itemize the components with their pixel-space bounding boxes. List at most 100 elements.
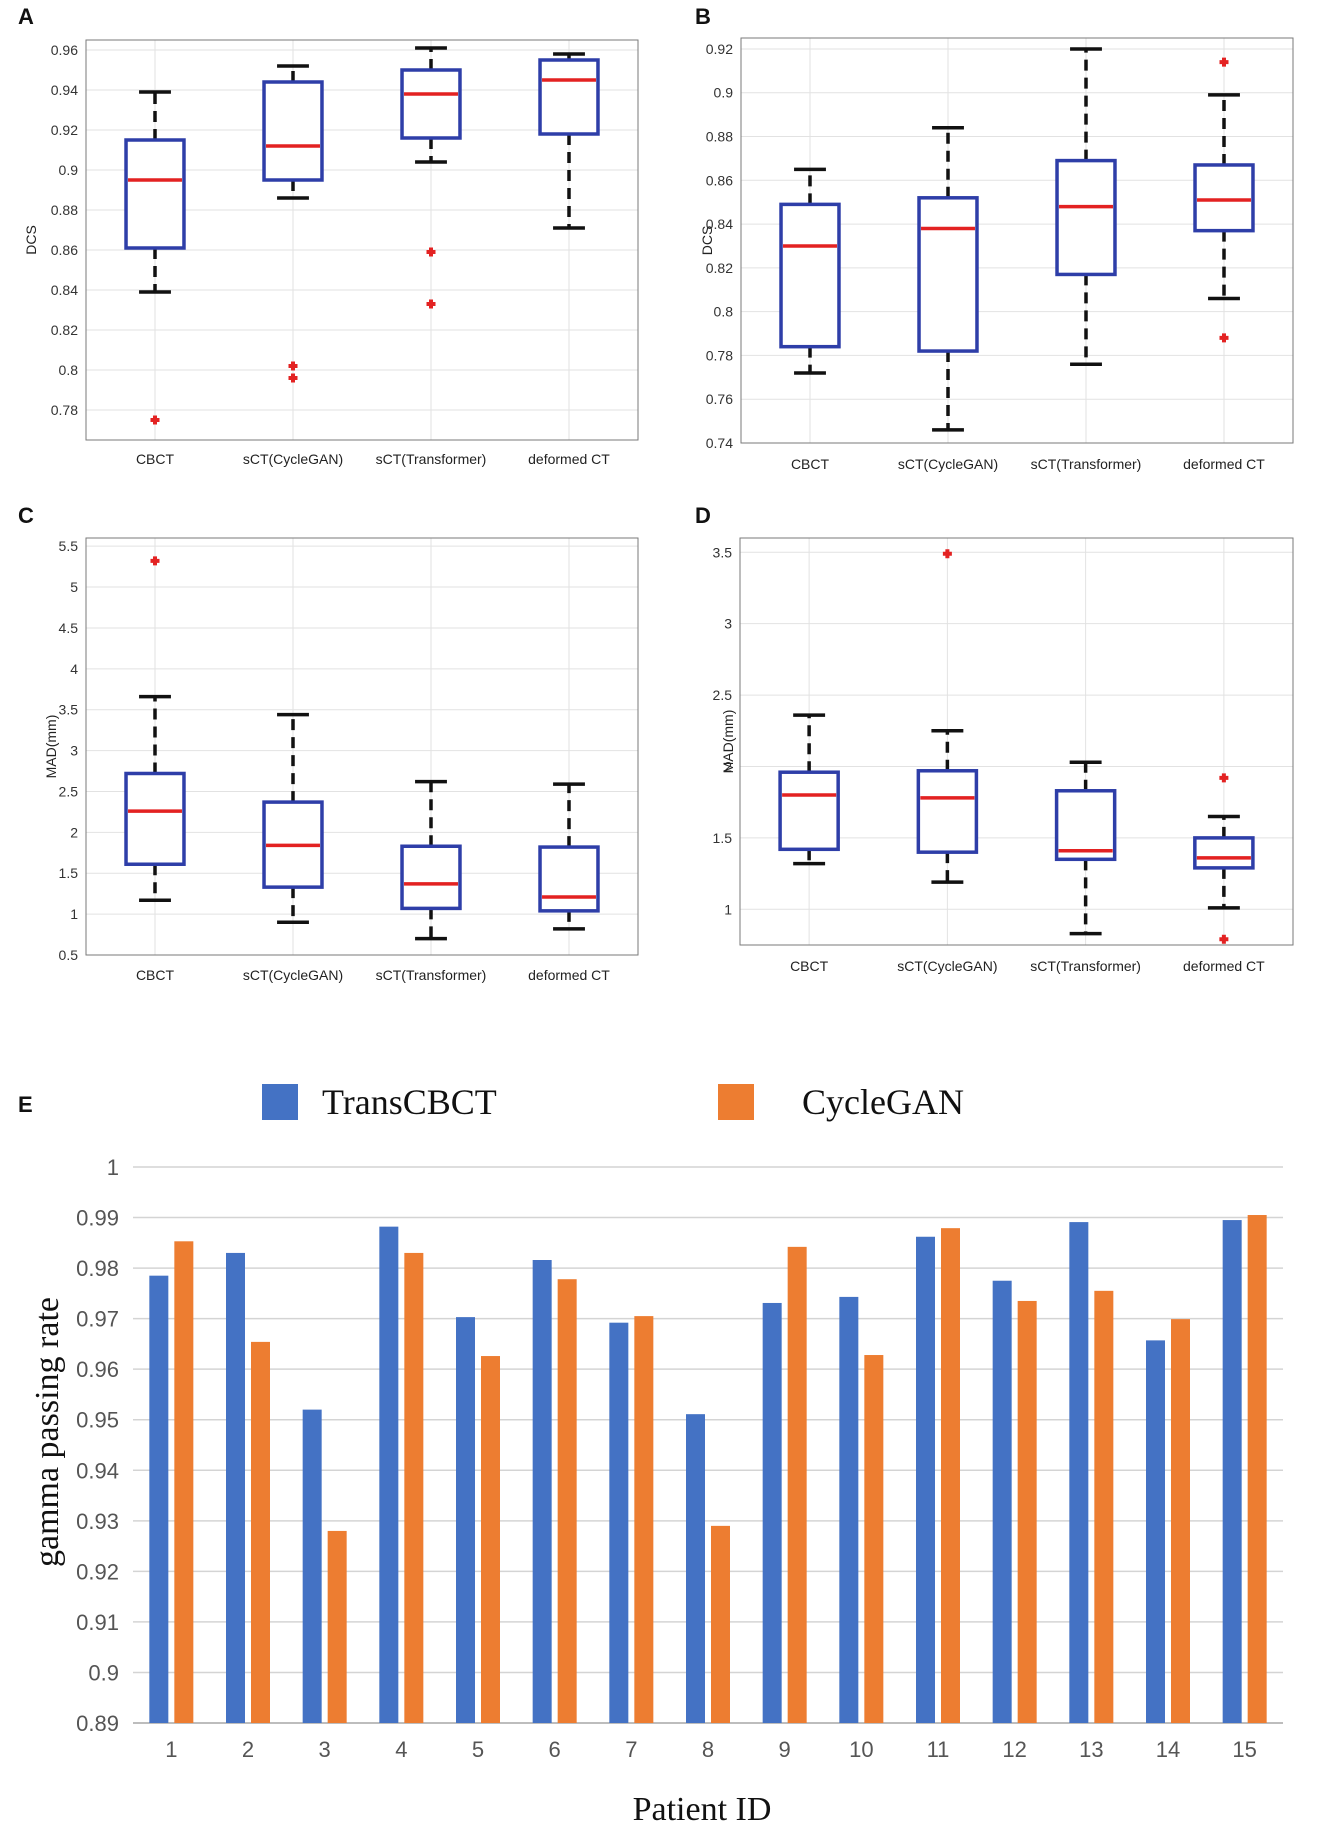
x-category-label: sCT(CycleGAN) (243, 967, 343, 983)
bar-cyclegan (634, 1316, 654, 1723)
y-tick-label: 0.84 (51, 282, 78, 298)
x-tick-label: 4 (395, 1737, 407, 1762)
x-tick-label: 12 (1002, 1737, 1026, 1762)
box-iqr (778, 770, 840, 852)
y-tick-label: 3.5 (59, 702, 79, 718)
y-tick-label: 0.86 (51, 242, 78, 258)
panel-label-c: C (18, 503, 34, 528)
bar-transcbct (1069, 1222, 1089, 1723)
bar-cyclegan (711, 1525, 730, 1723)
x-category-label: sCT(Transformer) (376, 451, 487, 467)
x-category-label: sCT(Transformer) (376, 967, 487, 983)
plot-frame (85, 39, 639, 441)
legend-swatch-transcbct (262, 1084, 298, 1120)
x-category-label: deformed CT (1183, 958, 1265, 974)
box-iqr (400, 844, 462, 911)
y-tick-label: 0.96 (51, 42, 78, 58)
x-tick-label: 6 (549, 1737, 561, 1762)
x-category-label: deformed CT (528, 967, 610, 983)
y-tick-label: 3 (724, 616, 732, 632)
y-tick-label: 0.93 (76, 1509, 119, 1534)
x-category-label: CBCT (790, 958, 829, 974)
y-tick-label: 0.84 (706, 216, 733, 232)
y-tick-label: 0.78 (51, 402, 78, 418)
bar-cyclegan (1017, 1300, 1037, 1723)
box-iqr (916, 769, 979, 854)
box-iqr (1193, 836, 1255, 870)
legend-swatch-cyclegan (718, 1084, 754, 1120)
bar-cyclegan (251, 1341, 270, 1723)
y-tick-label: 0.92 (76, 1559, 119, 1584)
y-tick-label: 0.94 (51, 82, 78, 98)
box-iqr (779, 202, 841, 349)
y-tick-label: 0.88 (51, 202, 78, 218)
bar-cyclegan (787, 1246, 807, 1723)
y-tick-label: 0.74 (706, 435, 733, 451)
x-tick-label: 11 (927, 1737, 950, 1762)
y-tick-label: 1.5 (59, 865, 79, 881)
y-tick-label: 0.9 (714, 85, 734, 101)
bar-cyclegan (557, 1279, 577, 1723)
box-iqr (917, 196, 979, 353)
y-tick-label: 0.95 (76, 1408, 119, 1433)
bar-cyclegan (941, 1228, 960, 1723)
plot-frame (740, 37, 1294, 444)
x-tick-label: 7 (625, 1737, 637, 1762)
y-tick-label: 0.82 (51, 322, 78, 338)
box-iqr (124, 771, 186, 866)
box-iqr (1054, 789, 1117, 862)
bar-cyclegan (481, 1356, 500, 1723)
bar-cyclegan (174, 1241, 194, 1723)
bar-transcbct (226, 1252, 245, 1723)
panel-label-e: E (18, 1092, 33, 1117)
panel-label-d: D (695, 503, 711, 528)
bar-transcbct (1146, 1340, 1165, 1723)
x-tick-label: 2 (242, 1737, 254, 1762)
bar-cyclegan (1247, 1215, 1267, 1723)
boxplot-panel-b: 0.74 0.76 0.78 0.8 0.82 0.84 0.86 0.88 0.9 0.92 CB… (699, 37, 1294, 472)
y-tick-label: 0.82 (706, 260, 733, 276)
y-tick-label: 4.5 (59, 620, 79, 636)
outlier-marker (1219, 57, 1229, 67)
box-iqr (124, 138, 186, 250)
x-category-label: sCT(CycleGAN) (897, 958, 997, 974)
x-tick-label: 14 (1156, 1737, 1180, 1762)
panel-label-a: A (18, 4, 34, 29)
y-tick-label: 0.78 (706, 347, 733, 363)
y-tick-label: 0.94 (76, 1458, 119, 1483)
x-category-label: CBCT (136, 451, 175, 467)
bar-transcbct (456, 1317, 475, 1723)
outlier-marker (150, 415, 160, 425)
boxplot-panel-c: 0.5 1 1.5 2 2.5 3 3.5 4 4.5 5 5.5 CBCT sCT(CycleGAN)… (43, 537, 639, 983)
plot-frame (739, 537, 1294, 946)
y-tick-label: 0.98 (76, 1256, 119, 1281)
bar-cyclegan (1171, 1319, 1190, 1723)
boxplot-panel-d: 1 1.5 2 2.5 3 3.5 CBCT sCT(CycleGAN) sCT(Transfo… (713, 537, 1294, 974)
y-tick-label: 0.99 (76, 1206, 119, 1231)
x-category-label: sCT(Transformer) (1030, 958, 1141, 974)
bar-transcbct (762, 1302, 782, 1723)
y-tick-label: 0.9 (88, 1660, 119, 1685)
y-tick-label: 5 (70, 579, 78, 595)
y-tick-label: 0.97 (76, 1307, 119, 1332)
y-tick-label: 3 (70, 743, 78, 759)
x-category-label: sCT(CycleGAN) (243, 451, 343, 467)
bar-transcbct (532, 1260, 552, 1723)
outlier-marker (150, 556, 160, 566)
bar-transcbct (609, 1322, 629, 1723)
boxplot-panel-a: 0.78 0.8 0.82 0.84 0.86 0.88 0.9 0.92 0.94 0.96 CB… (23, 39, 639, 467)
x-category-label: CBCT (136, 967, 175, 983)
y-tick-label: 0.89 (76, 1711, 119, 1736)
y-tick-label: 0.8 (59, 362, 79, 378)
x-tick-label: 10 (849, 1737, 873, 1762)
box-iqr (400, 68, 462, 140)
outlier-marker (1219, 333, 1229, 343)
y-tick-label: 0.76 (706, 391, 733, 407)
y-tick-label: 0.9 (59, 162, 79, 178)
box-iqr (1055, 158, 1117, 277)
outlier-marker (288, 361, 298, 371)
y-axis-label: DCS (23, 225, 39, 255)
bar-cyclegan (864, 1355, 884, 1723)
outlier-marker (1219, 934, 1229, 944)
